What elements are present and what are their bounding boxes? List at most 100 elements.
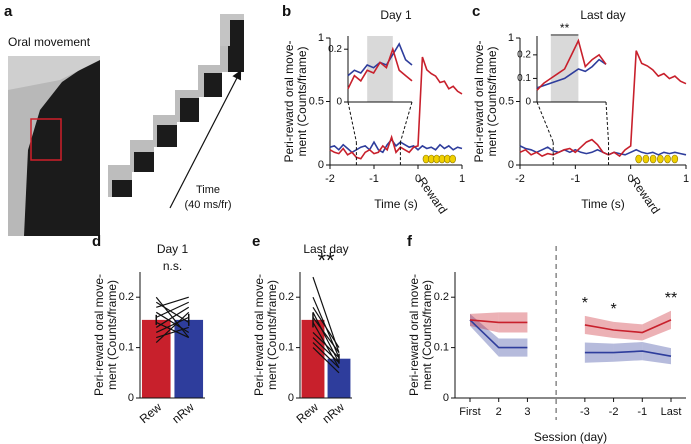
reward-label: Reward (415, 175, 450, 217)
series-line (519, 145, 687, 156)
y-axis-label: Peri-reward oral move- (472, 40, 486, 162)
y-tick-label: 0.5 (499, 95, 514, 107)
series-line (469, 319, 672, 357)
panel-a: a Oral movement Time (40 ms/fr) (4, 3, 244, 236)
y-tick-label: 0.1 (279, 342, 294, 354)
series-line (536, 38, 607, 91)
time-arrow (169, 69, 242, 209)
panel-label: a (4, 3, 13, 20)
subject-line (312, 332, 340, 359)
zoom-line (536, 101, 554, 143)
subject-line (312, 347, 340, 374)
y-axis-label: Peri-reward oral move- (92, 274, 106, 396)
x-tick-label: -1 (570, 173, 580, 185)
chart-title: Day 1 (380, 8, 412, 22)
subject-line (155, 306, 190, 328)
significance: * (582, 295, 588, 312)
arrow-label: Time (196, 184, 220, 196)
y-tick-label: 0 (336, 97, 342, 108)
y-axis-label: Peri-reward oral move- (252, 274, 266, 396)
panel-label: c (472, 3, 480, 20)
x-tick-label: First (459, 406, 480, 418)
background (8, 56, 100, 90)
chart-title: Last day (580, 8, 625, 22)
image-title: Oral movement (8, 35, 91, 49)
x-tick-label: 1 (683, 173, 689, 185)
chart-title: Last day (303, 242, 348, 256)
x-tick-label: nRw (169, 400, 197, 426)
reward-label: Reward (628, 175, 663, 217)
subject-line (312, 342, 340, 369)
y-tick-label: 1 (318, 32, 324, 44)
y-tick-label: 0.2 (279, 291, 294, 303)
subject-line (155, 301, 190, 318)
y-tick-label: 0.5 (309, 95, 324, 107)
y-tick-label: 0.1 (434, 342, 449, 354)
x-axis-label: Session (day) (534, 430, 607, 444)
bar (301, 319, 325, 398)
significance: n.s. (163, 259, 182, 273)
zoom-line (605, 101, 610, 143)
x-axis-label: Time (s) (581, 197, 625, 211)
reward-drop (671, 154, 679, 164)
y-tick-label: 0 (128, 392, 134, 404)
subject-line (312, 317, 340, 353)
panel-label: b (282, 3, 291, 20)
y-axis-label: ment (Counts/frame) (105, 280, 119, 390)
series-line (519, 50, 687, 158)
x-tick-label: -1 (637, 406, 647, 418)
panel-label: f (407, 233, 413, 250)
arrow-sublabel: (40 ms/fr) (184, 199, 231, 211)
x-tick-label: -3 (580, 406, 590, 418)
significance: * (610, 301, 616, 318)
y-axis-label: Peri-reward oral move- (407, 274, 421, 396)
y-tick-label: 0.1 (119, 342, 134, 354)
y-tick-label: 0.2 (517, 49, 531, 60)
x-tick-label: Rew (294, 400, 322, 426)
x-tick-label: 2 (496, 406, 502, 418)
error-band (470, 313, 499, 357)
bar (174, 319, 204, 398)
subject-line (155, 311, 190, 343)
y-axis-label: ment (Counts/frame) (265, 280, 279, 390)
zoom-line (347, 101, 357, 143)
y-tick-label: 1 (508, 32, 514, 44)
significance: ** (665, 290, 677, 307)
series-line (469, 319, 672, 334)
x-tick-label: 3 (524, 406, 530, 418)
y-axis-label: ment (Counts/frame) (420, 280, 434, 390)
subject-line (155, 321, 190, 339)
significance: ** (560, 21, 570, 35)
y-axis-label: Peri-reward oral move- (282, 40, 296, 162)
subject-line (312, 312, 340, 363)
x-tick-label: Last (661, 406, 682, 418)
panel-label: d (92, 233, 101, 250)
reward-drop (657, 154, 664, 164)
x-tick-label: -2 (609, 406, 619, 418)
y-tick-label: 0 (288, 392, 294, 404)
chart-title: Day 1 (157, 242, 189, 256)
x-tick-label: -2 (325, 173, 335, 185)
reward-drop (635, 154, 642, 164)
y-tick-label: 0.2 (328, 44, 342, 55)
bar (327, 358, 351, 398)
reward-drop (642, 154, 650, 164)
panel-label: e (252, 233, 260, 250)
x-tick-label: -2 (515, 173, 525, 185)
x-tick-label: 1 (459, 173, 465, 185)
roi-box (30, 118, 62, 161)
highlight-window (367, 36, 393, 102)
series-line (347, 46, 413, 90)
subject-line (312, 337, 340, 364)
subject-line (312, 306, 340, 348)
x-tick-label: nRw (320, 400, 348, 426)
reward-drop (664, 154, 671, 164)
frame-stack (108, 14, 244, 197)
x-tick-label: 0 (415, 173, 421, 185)
y-axis-label: ment (Counts/frame) (295, 46, 309, 156)
y-tick-label: 0 (525, 97, 531, 108)
subject-line (156, 326, 189, 339)
significance: ** (317, 248, 335, 273)
reward-drop (649, 154, 657, 164)
